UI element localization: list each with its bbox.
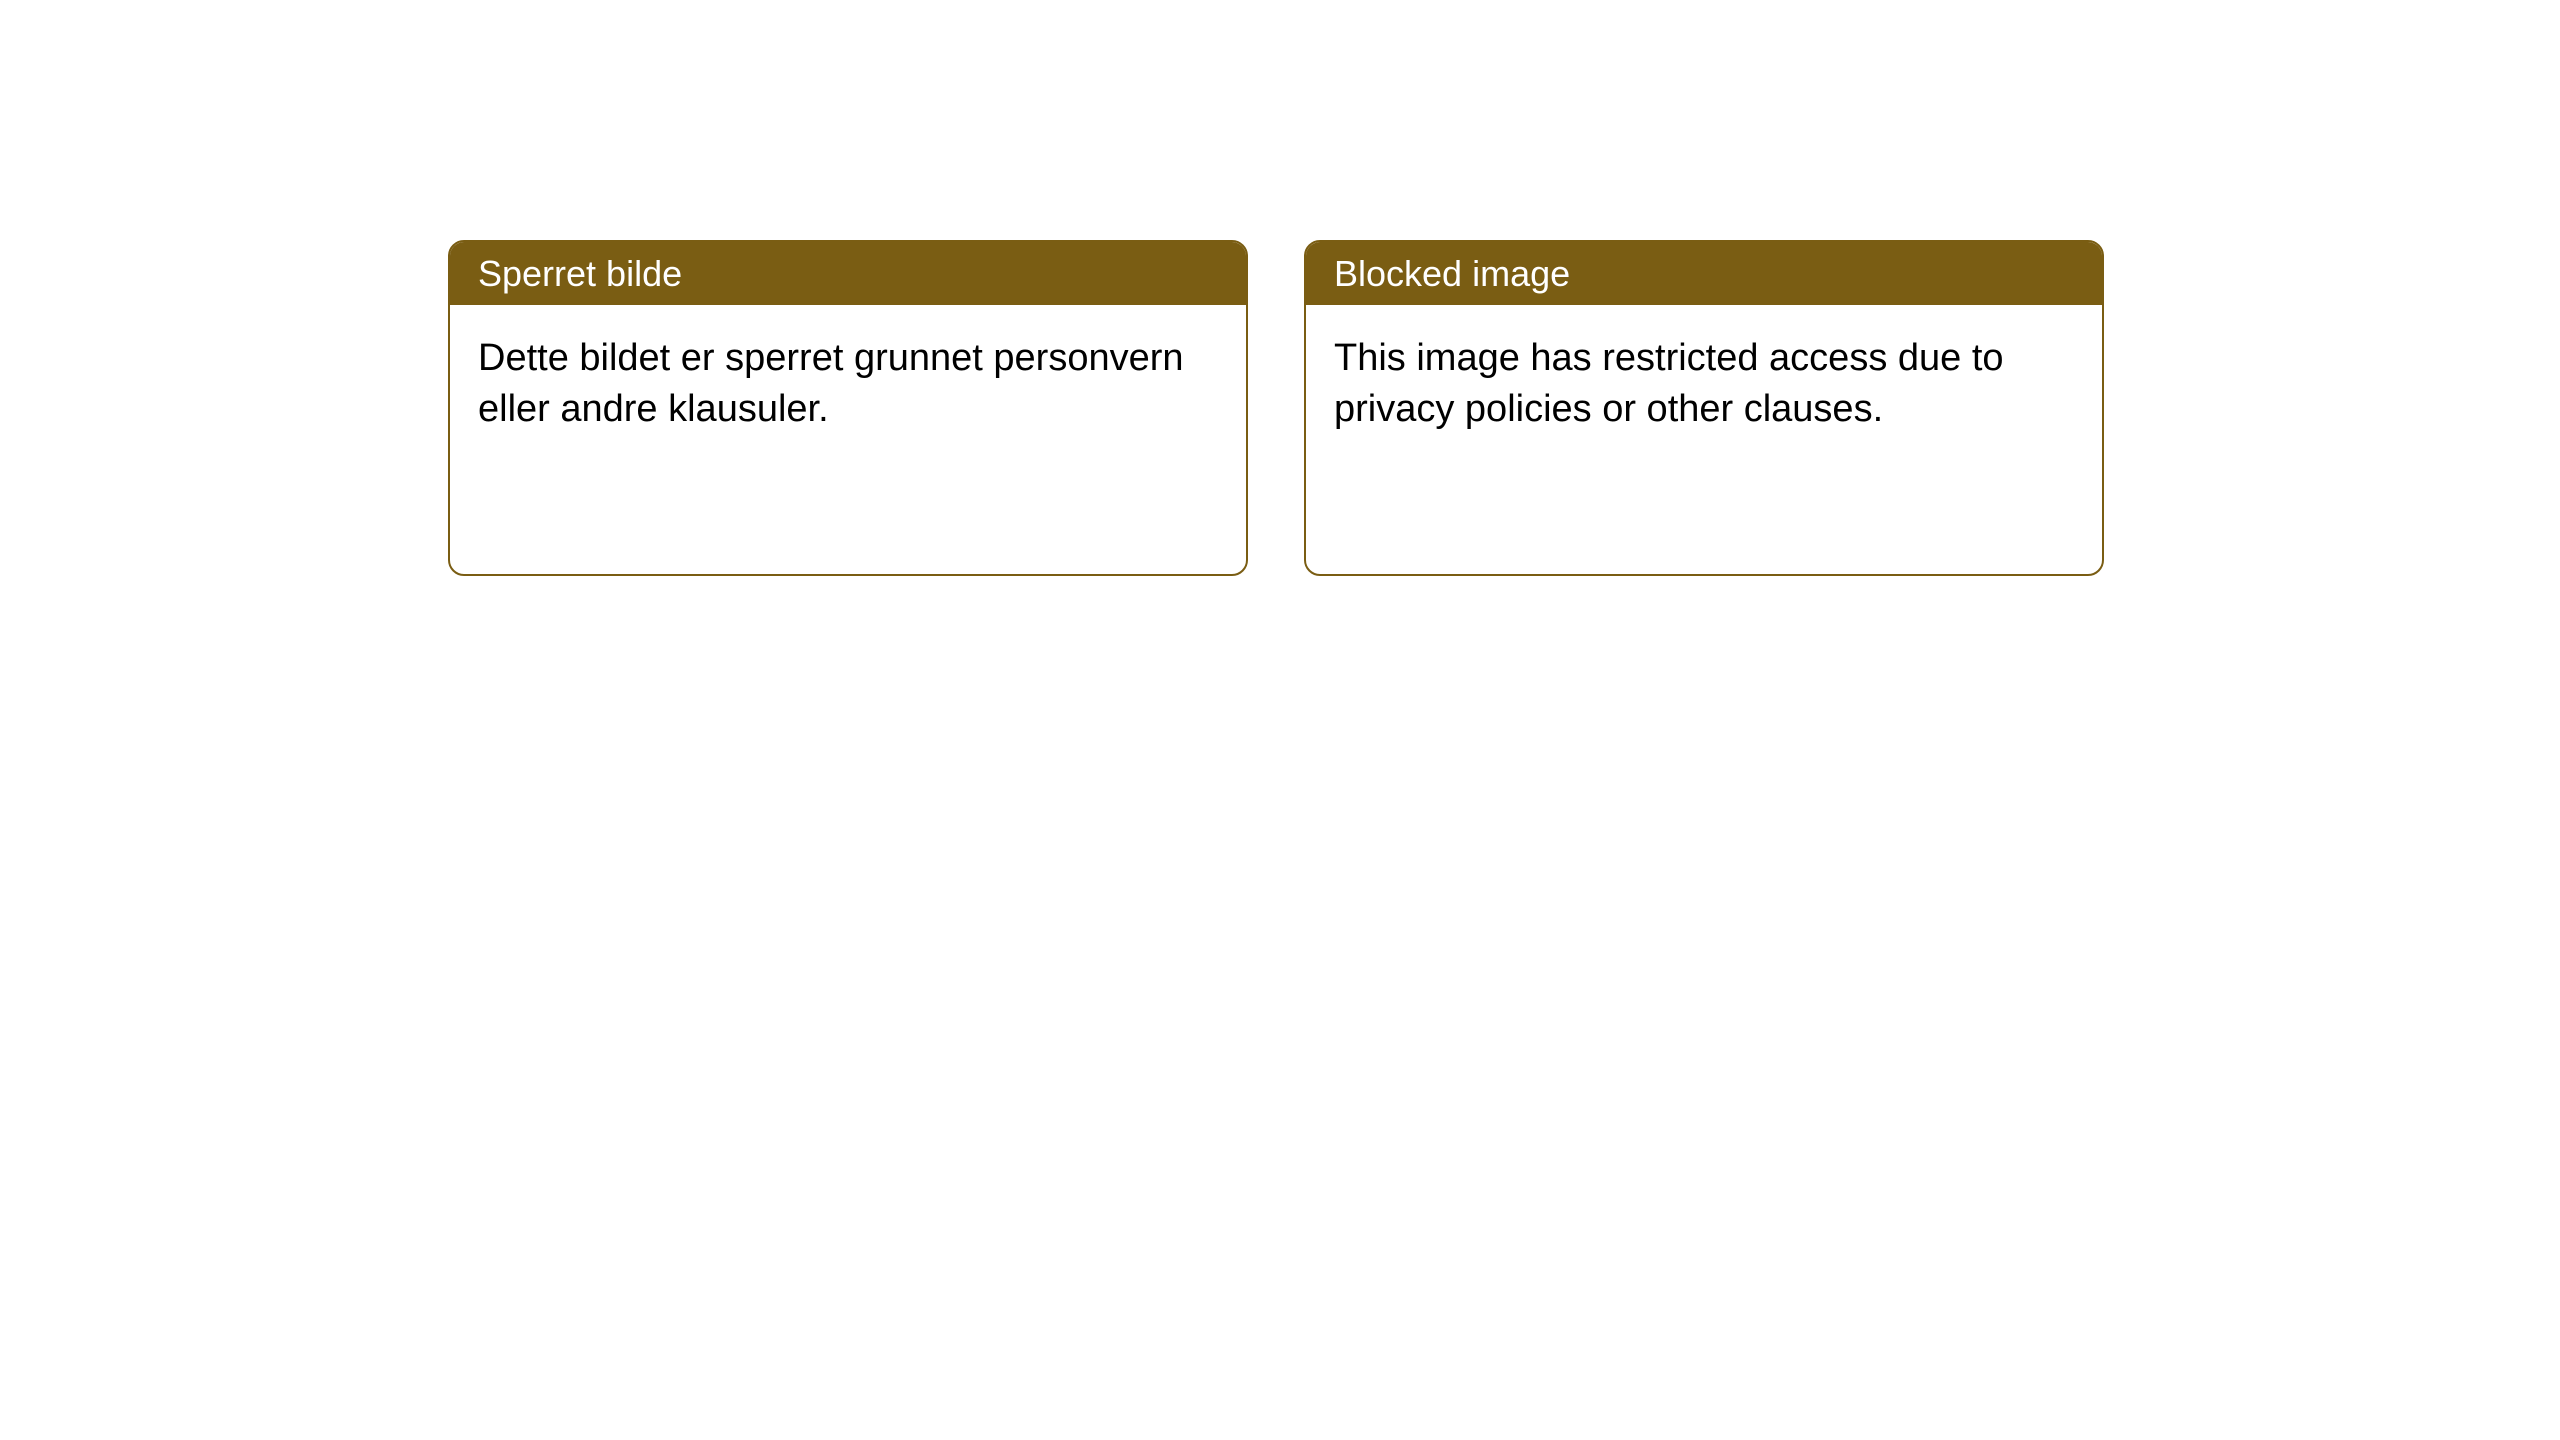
notice-header-english: Blocked image (1306, 242, 2102, 305)
notice-body-english: This image has restricted access due to … (1306, 305, 2102, 574)
notice-container: Sperret bilde Dette bildet er sperret gr… (448, 240, 2104, 576)
notice-card-norwegian: Sperret bilde Dette bildet er sperret gr… (448, 240, 1248, 576)
notice-body-norwegian: Dette bildet er sperret grunnet personve… (450, 305, 1246, 574)
notice-header-norwegian: Sperret bilde (450, 242, 1246, 305)
notice-card-english: Blocked image This image has restricted … (1304, 240, 2104, 576)
